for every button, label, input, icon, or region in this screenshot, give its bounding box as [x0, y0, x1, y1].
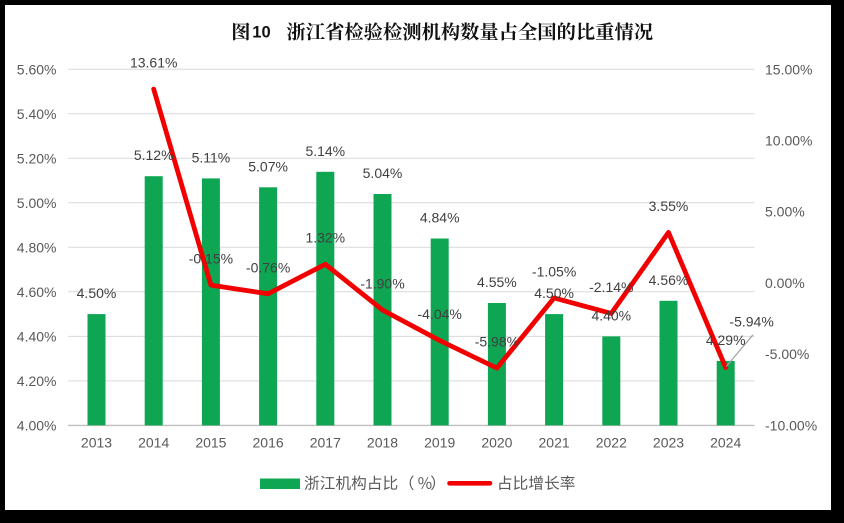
- svg-text:-5.98%: -5.98%: [475, 334, 519, 350]
- svg-text:2024: 2024: [710, 434, 741, 450]
- svg-text:5.12%: 5.12%: [134, 147, 174, 163]
- svg-text:10.00%: 10.00%: [765, 133, 812, 149]
- svg-text:4.50%: 4.50%: [77, 285, 117, 301]
- svg-text:10: 10: [252, 24, 270, 42]
- svg-text:2020: 2020: [481, 434, 512, 450]
- svg-text:2013: 2013: [81, 434, 112, 450]
- svg-text:5.20%: 5.20%: [17, 150, 57, 166]
- svg-text:-0.15%: -0.15%: [189, 251, 233, 267]
- svg-text:2015: 2015: [195, 434, 226, 450]
- svg-text:2021: 2021: [539, 434, 570, 450]
- svg-text:2019: 2019: [424, 434, 455, 450]
- svg-text:4.50%: 4.50%: [534, 285, 574, 301]
- svg-text:2016: 2016: [253, 434, 284, 450]
- svg-text:4.60%: 4.60%: [17, 284, 57, 300]
- svg-text:-1.05%: -1.05%: [532, 263, 576, 279]
- svg-text:-5.94%: -5.94%: [729, 314, 773, 330]
- svg-text:2018: 2018: [367, 434, 398, 450]
- svg-text:0.00%: 0.00%: [765, 275, 805, 291]
- svg-text:5.14%: 5.14%: [305, 143, 345, 159]
- svg-text:-5.00%: -5.00%: [765, 346, 809, 362]
- svg-text:4.80%: 4.80%: [17, 239, 57, 255]
- svg-text:2017: 2017: [310, 434, 341, 450]
- svg-text:5.11%: 5.11%: [192, 149, 231, 165]
- svg-text:4.00%: 4.00%: [17, 417, 57, 433]
- svg-text:4.40%: 4.40%: [591, 307, 631, 323]
- svg-text:5.00%: 5.00%: [765, 204, 805, 220]
- svg-text:4.20%: 4.20%: [17, 373, 57, 389]
- svg-text:13.61%: 13.61%: [130, 55, 177, 71]
- svg-text:-1.90%: -1.90%: [360, 276, 404, 292]
- svg-text:-4.04%: -4.04%: [418, 306, 462, 322]
- svg-text:2023: 2023: [653, 434, 684, 450]
- svg-text:2014: 2014: [138, 434, 169, 450]
- svg-text:3.55%: 3.55%: [649, 198, 689, 214]
- svg-text:1.32%: 1.32%: [305, 230, 345, 246]
- svg-text:5.60%: 5.60%: [17, 61, 57, 77]
- svg-text:2022: 2022: [596, 434, 627, 450]
- svg-text:-2.14%: -2.14%: [589, 279, 633, 295]
- svg-text:5.07%: 5.07%: [248, 158, 288, 174]
- svg-text:5.40%: 5.40%: [17, 106, 57, 122]
- svg-text:15.00%: 15.00%: [765, 61, 812, 77]
- svg-text:4.84%: 4.84%: [420, 210, 460, 226]
- svg-text:5.00%: 5.00%: [17, 195, 57, 211]
- svg-text:4.56%: 4.56%: [649, 272, 689, 288]
- svg-text:4.29%: 4.29%: [706, 332, 746, 348]
- svg-text:5.04%: 5.04%: [363, 165, 403, 181]
- svg-text:-10.00%: -10.00%: [765, 417, 817, 433]
- svg-text:4.40%: 4.40%: [17, 328, 57, 344]
- svg-text:4.55%: 4.55%: [477, 274, 517, 290]
- svg-text:-0.76%: -0.76%: [246, 259, 290, 275]
